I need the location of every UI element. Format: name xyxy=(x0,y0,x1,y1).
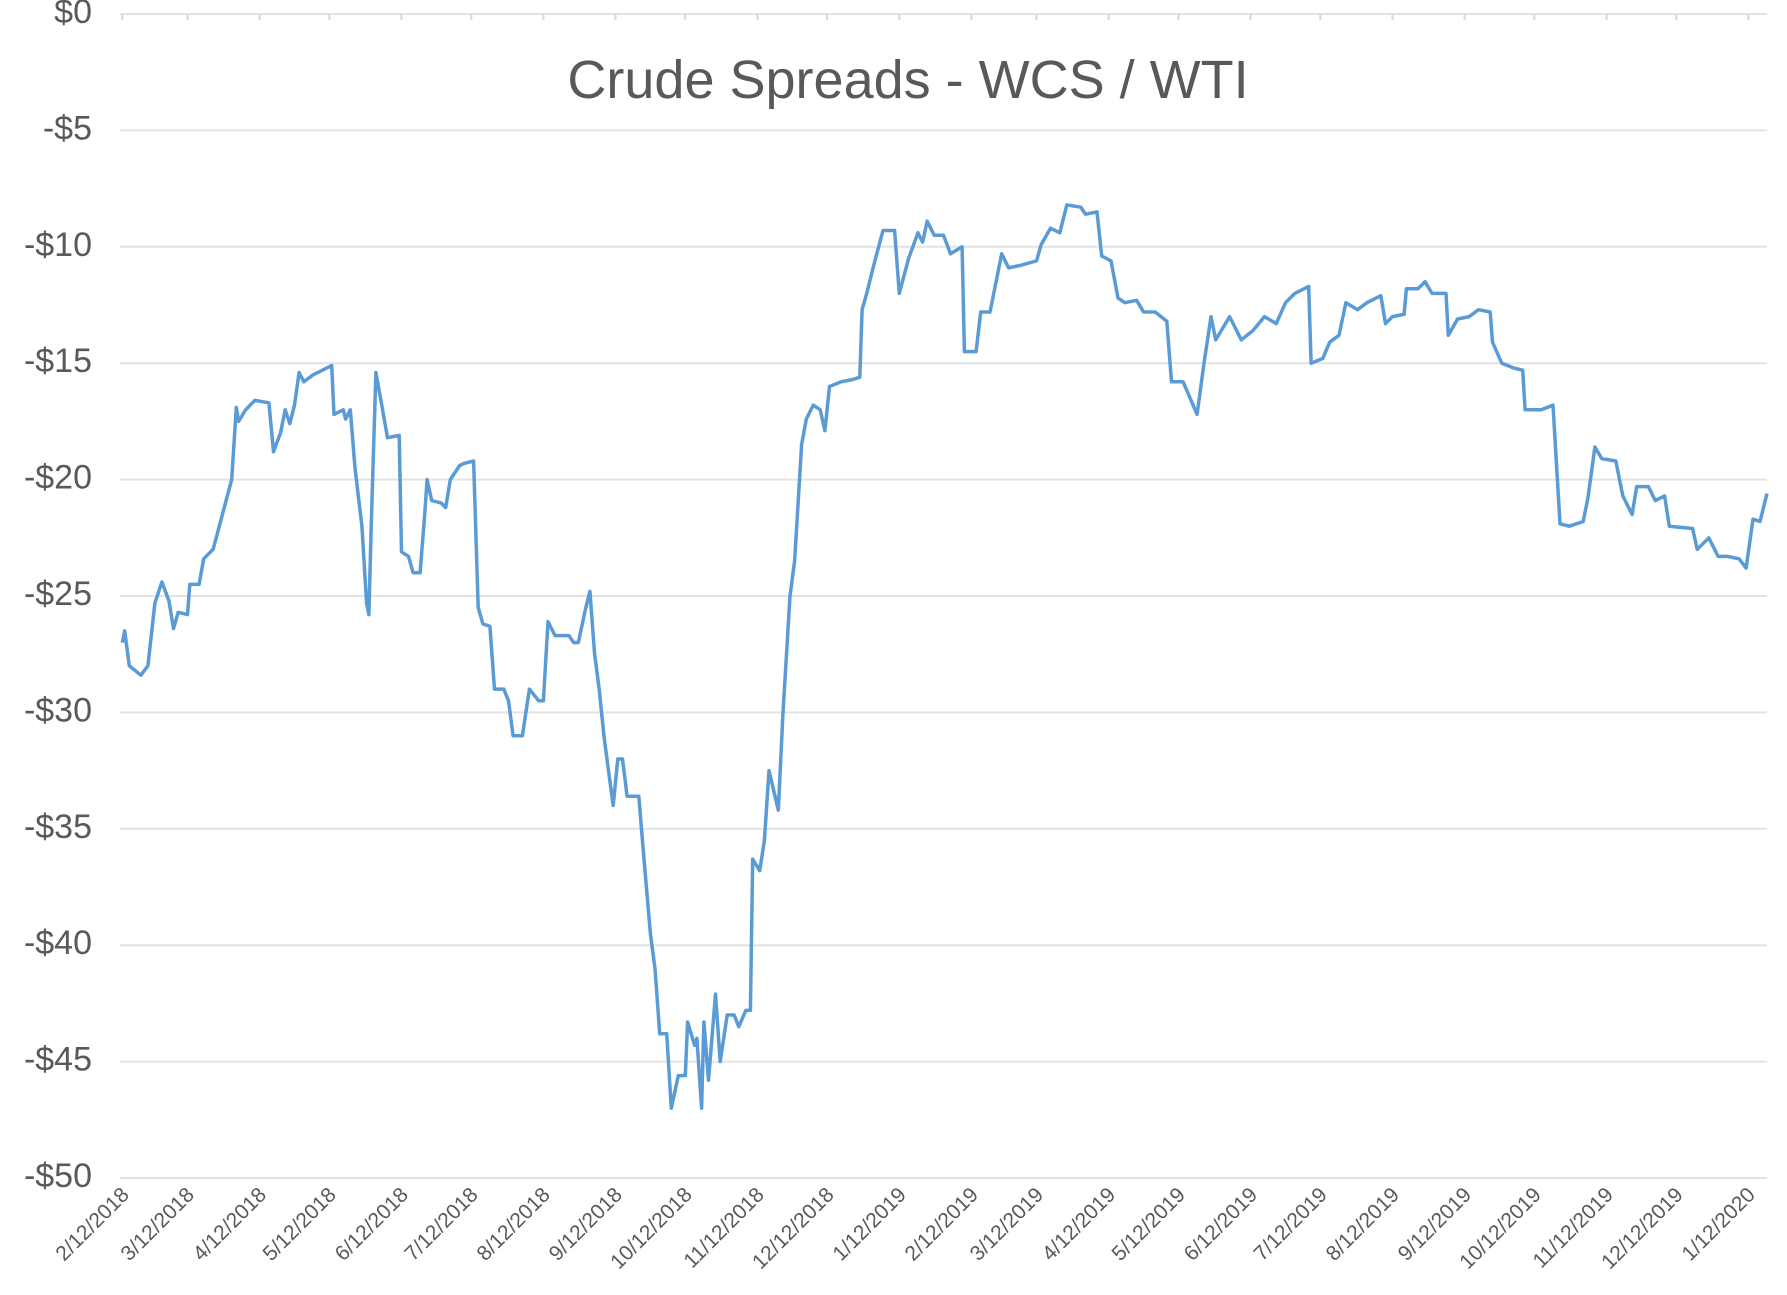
x-tick-label: 7/12/2018 xyxy=(400,1183,482,1265)
x-tick-label: 6/12/2019 xyxy=(1180,1183,1262,1265)
data-line xyxy=(120,203,1769,1110)
x-tick-label: 8/12/2018 xyxy=(473,1183,555,1265)
y-tick-label: -$25 xyxy=(24,575,92,613)
x-tick-label: 5/12/2019 xyxy=(1108,1183,1190,1265)
x-tick-label: 8/12/2019 xyxy=(1322,1183,1404,1265)
chart-title: Crude Spreads - WCS / WTI xyxy=(567,50,1248,110)
y-tick-label: -$50 xyxy=(24,1157,92,1195)
y-tick-label: -$10 xyxy=(24,226,92,264)
x-tick-label: 1/12/2019 xyxy=(828,1183,910,1265)
x-tick-label: 4/12/2018 xyxy=(189,1183,271,1265)
y-tick-label: -$5 xyxy=(43,109,92,147)
x-tick-label: 6/12/2018 xyxy=(331,1183,413,1265)
y-tick-label: -$15 xyxy=(24,342,92,380)
x-tick-label: 4/12/2019 xyxy=(1038,1183,1120,1265)
y-tick-label: -$35 xyxy=(24,808,92,846)
x-tick-label: 1/12/2020 xyxy=(1678,1183,1760,1265)
x-tick-label: 7/12/2019 xyxy=(1249,1183,1331,1265)
y-tick-label: -$40 xyxy=(24,924,92,962)
y-tick-label: -$45 xyxy=(24,1041,92,1079)
y-tick-label: -$30 xyxy=(24,691,92,729)
y-tick-label: -$20 xyxy=(24,459,92,497)
y-tick-label: $0 xyxy=(54,0,92,31)
x-tick-label: 5/12/2018 xyxy=(258,1183,340,1265)
